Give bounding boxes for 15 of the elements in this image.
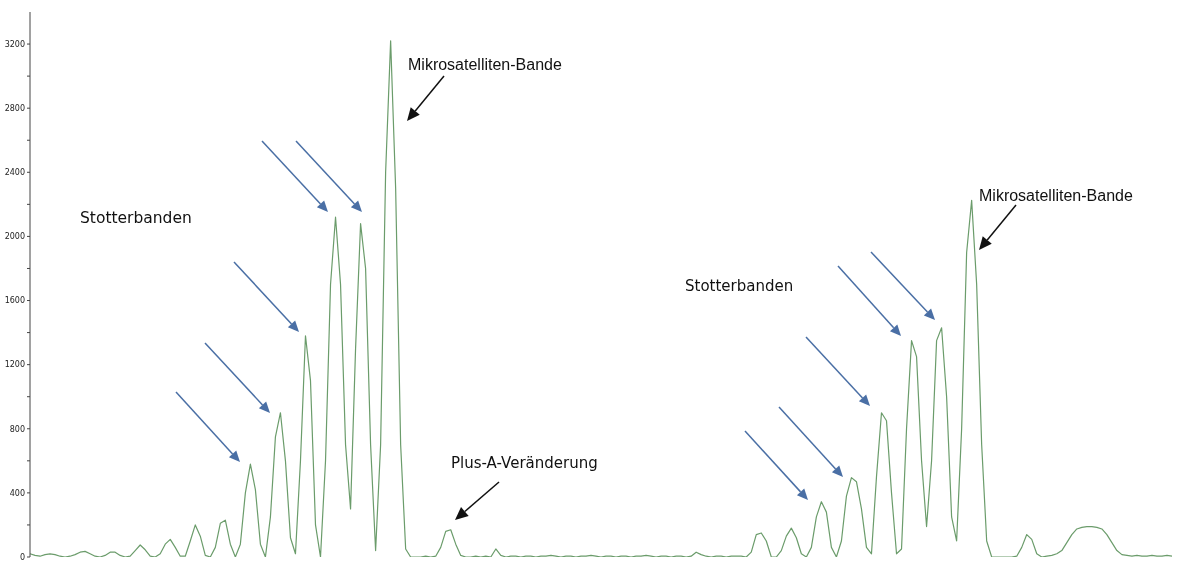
y-tick-label: 1200 bbox=[4, 360, 25, 370]
annotation: Mikrosatelliten-Bande bbox=[408, 56, 562, 73]
y-tick-label: 3200 bbox=[4, 39, 25, 49]
annotation: Mikrosatelliten-Bande bbox=[979, 187, 1133, 204]
y-tick-label: 400 bbox=[9, 488, 25, 498]
y-tick-label: 2400 bbox=[4, 168, 25, 178]
y-tick-label: 0 bbox=[19, 552, 25, 562]
y-tick-label: 2800 bbox=[4, 104, 25, 114]
y-tick-label: 2000 bbox=[4, 232, 25, 242]
y-tick-label: 800 bbox=[9, 424, 25, 434]
y-tick-label: 1600 bbox=[4, 296, 25, 306]
annotation: Stotterbanden bbox=[685, 277, 794, 295]
line-series bbox=[29, 40, 1173, 557]
annotation: Plus-A-Veränderung bbox=[451, 454, 598, 472]
annotation: Stotterbanden bbox=[80, 209, 192, 227]
